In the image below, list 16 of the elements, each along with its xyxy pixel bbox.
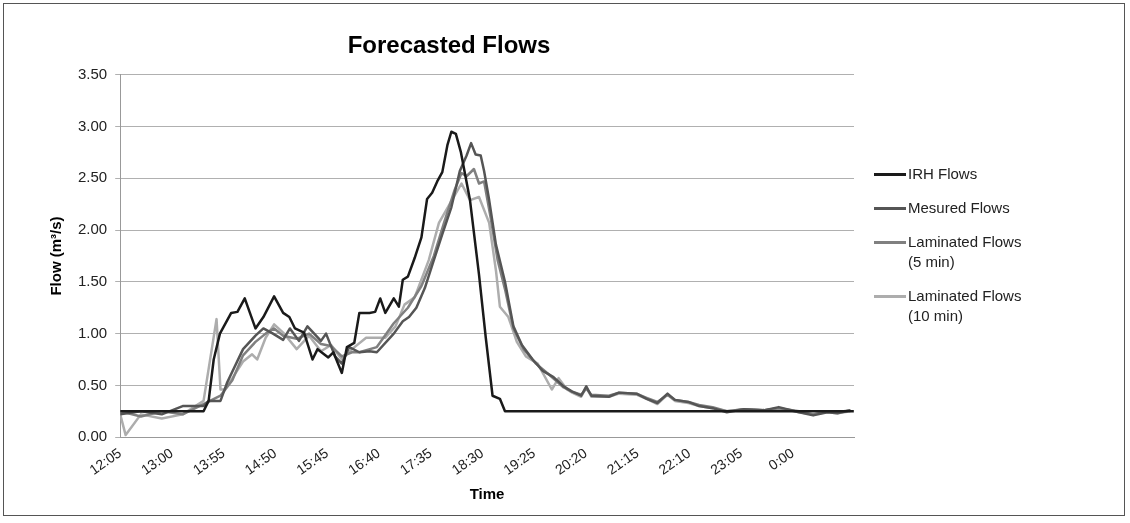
y-tick-label: 2.00 [77, 220, 108, 238]
legend-label: Laminated Flows (10 min) [908, 286, 1023, 326]
legend-label: IRH Flows [908, 164, 979, 184]
y-axis-title: Flow (m³/s) [47, 216, 65, 296]
y-tick-label: 0.50 [77, 375, 108, 393]
y-tick-label: 2.50 [77, 168, 108, 186]
legend-label: Laminated Flows (5 min) [908, 232, 1023, 272]
chart-title: Forecasted Flows [347, 31, 551, 59]
legend-label: Mesured Flows [908, 198, 1011, 218]
x-axis-title: Time [469, 485, 505, 503]
y-tick-label: 1.50 [77, 271, 108, 289]
y-tick-label: 0.00 [77, 427, 108, 445]
x-tick-label: 0:00 [765, 444, 797, 474]
y-tick-label: 3.50 [77, 64, 108, 82]
y-tick-label: 3.00 [77, 116, 108, 134]
y-tick-label: 1.00 [77, 323, 108, 341]
